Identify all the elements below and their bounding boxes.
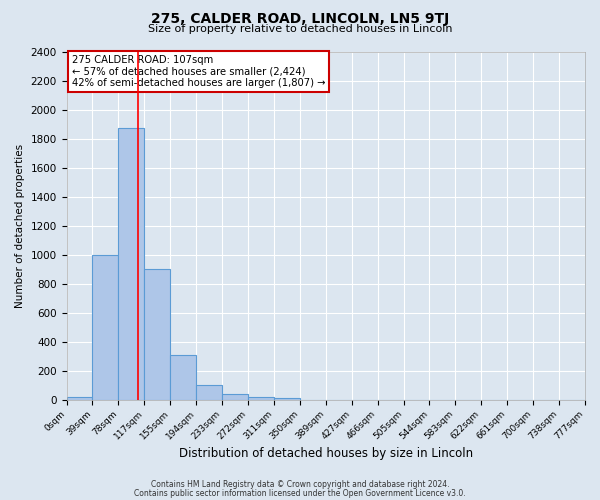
X-axis label: Distribution of detached houses by size in Lincoln: Distribution of detached houses by size … [179, 447, 473, 460]
Text: Contains public sector information licensed under the Open Government Licence v3: Contains public sector information licen… [134, 488, 466, 498]
Bar [118, 128, 144, 400]
Bar [67, 396, 92, 400]
Text: 275 CALDER ROAD: 107sqm
← 57% of detached houses are smaller (2,424)
42% of semi: 275 CALDER ROAD: 107sqm ← 57% of detache… [72, 55, 325, 88]
Bar [170, 356, 196, 400]
Y-axis label: Number of detached properties: Number of detached properties [15, 144, 25, 308]
Bar [92, 254, 118, 400]
Text: Size of property relative to detached houses in Lincoln: Size of property relative to detached ho… [148, 24, 452, 34]
Bar [222, 394, 248, 400]
Bar [248, 396, 274, 400]
Bar [196, 385, 222, 400]
Bar [274, 398, 300, 400]
Text: 275, CALDER ROAD, LINCOLN, LN5 9TJ: 275, CALDER ROAD, LINCOLN, LN5 9TJ [151, 12, 449, 26]
Bar [144, 269, 170, 400]
Text: Contains HM Land Registry data © Crown copyright and database right 2024.: Contains HM Land Registry data © Crown c… [151, 480, 449, 489]
